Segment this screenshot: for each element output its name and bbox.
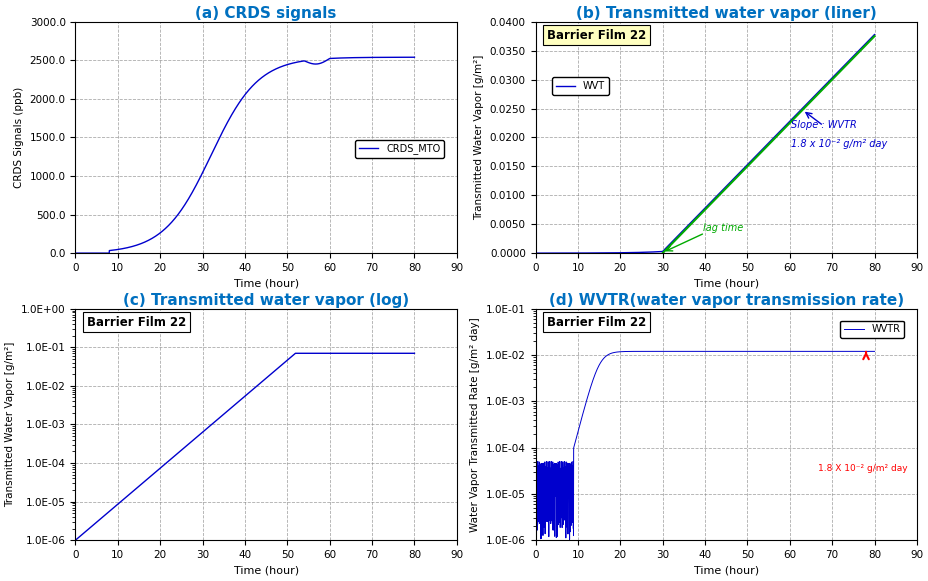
Text: Barrier Film 22: Barrier Film 22	[547, 28, 646, 42]
Text: 1.8 x 10⁻² g/m² day: 1.8 x 10⁻² g/m² day	[790, 139, 886, 149]
Title: (d) WVTR(water vapor transmission rate): (d) WVTR(water vapor transmission rate)	[548, 293, 903, 307]
Legend: WVT: WVT	[551, 77, 608, 95]
X-axis label: Time (hour): Time (hour)	[233, 278, 299, 288]
Text: lag time: lag time	[702, 223, 742, 233]
Legend: CRDS_MTO: CRDS_MTO	[354, 139, 444, 159]
Title: (c) Transmitted water vapor (log): (c) Transmitted water vapor (log)	[122, 293, 408, 307]
Title: (b) Transmitted water vapor (liner): (b) Transmitted water vapor (liner)	[575, 6, 876, 20]
Text: 1.8 X 10⁻² g/m² day: 1.8 X 10⁻² g/m² day	[817, 464, 907, 473]
Y-axis label: Water Vapor Transmitted Rate [g/m² day]: Water Vapor Transmitted Rate [g/m² day]	[470, 317, 480, 532]
X-axis label: Time (hour): Time (hour)	[233, 565, 299, 575]
Title: (a) CRDS signals: (a) CRDS signals	[195, 6, 337, 20]
Text: Barrier Film 22: Barrier Film 22	[547, 315, 646, 329]
X-axis label: Time (hour): Time (hour)	[693, 278, 758, 288]
Legend: WVTR: WVTR	[840, 321, 904, 338]
X-axis label: Time (hour): Time (hour)	[693, 565, 758, 575]
Y-axis label: Transmitted Water Vapor [g/m²]: Transmitted Water Vapor [g/m²]	[6, 342, 16, 507]
Text: Barrier Film 22: Barrier Film 22	[87, 315, 186, 329]
Y-axis label: CRDS Signals (ppb): CRDS Signals (ppb)	[14, 87, 24, 188]
Text: Slope : WVTR: Slope : WVTR	[790, 120, 856, 130]
Y-axis label: Transmitted Water Vapor [g/m²]: Transmitted Water Vapor [g/m²]	[473, 55, 483, 220]
